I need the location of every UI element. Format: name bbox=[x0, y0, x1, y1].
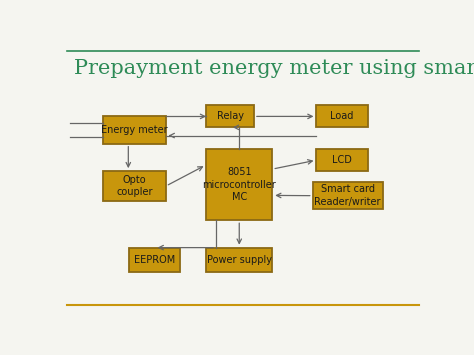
Bar bbox=[316, 105, 368, 127]
Bar bbox=[129, 248, 181, 272]
Text: LCD: LCD bbox=[332, 155, 352, 165]
Text: Smart card
Reader/writer: Smart card Reader/writer bbox=[314, 185, 381, 207]
Text: Relay: Relay bbox=[217, 111, 244, 121]
Bar bbox=[103, 116, 166, 144]
Text: Opto
coupler: Opto coupler bbox=[116, 175, 153, 197]
Text: Prepayment energy meter using smart card: Prepayment energy meter using smart card bbox=[74, 59, 474, 78]
Bar bbox=[103, 171, 166, 201]
Text: 8051
microcontroller
MC: 8051 microcontroller MC bbox=[202, 167, 276, 202]
Text: Power supply: Power supply bbox=[207, 255, 272, 265]
Bar bbox=[313, 182, 383, 209]
Text: EEPROM: EEPROM bbox=[134, 255, 175, 265]
Text: Energy meter: Energy meter bbox=[101, 125, 168, 135]
Bar bbox=[206, 149, 272, 220]
Text: Load: Load bbox=[330, 111, 354, 121]
Bar bbox=[206, 248, 272, 272]
Bar bbox=[316, 149, 368, 171]
Bar bbox=[206, 105, 254, 127]
